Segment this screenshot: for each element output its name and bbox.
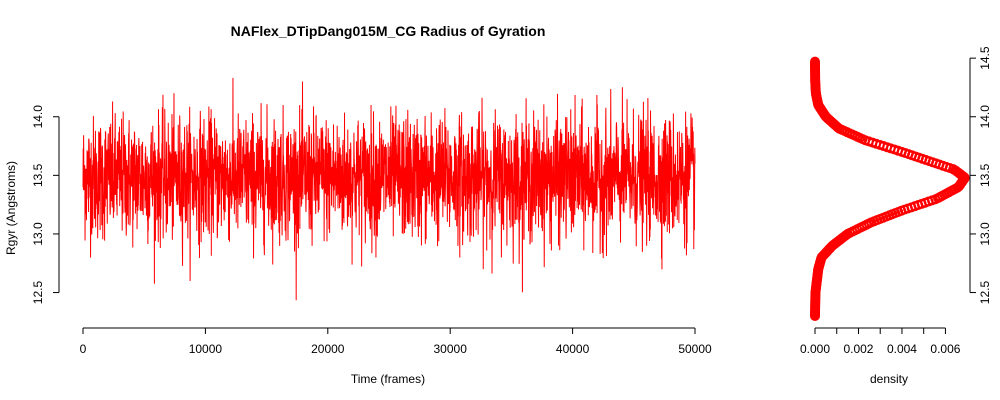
density-y-tick-label: 14.0 [978,105,992,129]
time-series-plot: 0 10000 20000 30000 40000 50000 12.5 13.0 13.5 14… [4,77,712,386]
y-tick-label: 13.0 [31,222,45,246]
time-series-axes: 0 10000 20000 30000 40000 50000 12.5 13.0 13.5 14… [31,105,712,356]
x-axis-label: Time (frames) [351,372,425,386]
y-tick-label: 14.0 [31,105,45,129]
density-axis-label: density [870,372,908,386]
y-axis-label: Rgyr (Angstroms) [4,161,18,255]
density-y-tick-label: 14.5 [978,46,992,70]
density-y-tick-label: 13.5 [978,163,992,187]
time-series-layer [82,77,696,301]
density-layer [810,56,970,321]
chart-title: NAFlex_DTipDang015M_CG Radius of Gyratio… [231,23,546,39]
density-axes: 0.000 0.002 0.004 0.006 12.5 13.0 13.5 14.0 14.5 [800,46,992,356]
density-x-tick-label: 0.000 [800,342,830,356]
x-tick-label: 50000 [678,342,712,356]
y-tick-label: 13.5 [31,163,45,187]
density-y-tick-label: 12.5 [978,281,992,305]
density-plot: 0.000 0.002 0.004 0.006 12.5 13.0 13.5 14.0 14.5… [800,46,992,386]
density-x-tick-label: 0.002 [843,342,873,356]
rgyr-trace [82,77,696,301]
x-tick-label: 10000 [189,342,223,356]
density-point [810,56,820,67]
density-y-tick-label: 13.0 [978,222,992,246]
x-tick-label: 0 [80,342,87,356]
density-x-tick-label: 0.006 [930,342,960,356]
x-tick-label: 30000 [434,342,468,356]
density-x-tick-label: 0.004 [887,342,917,356]
x-tick-label: 40000 [556,342,590,356]
x-tick-label: 20000 [311,342,345,356]
y-tick-label: 12.5 [31,281,45,305]
